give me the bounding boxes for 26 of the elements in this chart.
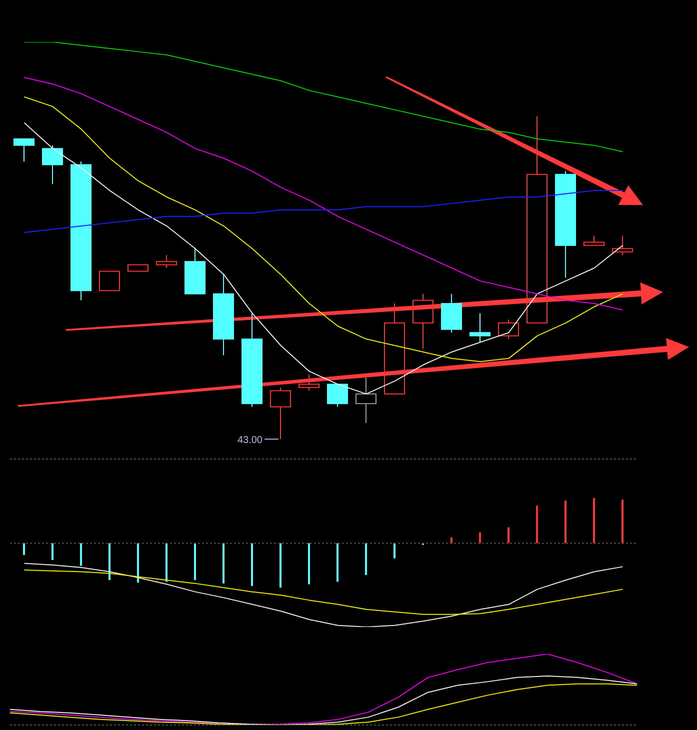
candlestick <box>412 293 434 350</box>
bar <box>194 543 196 580</box>
bar <box>280 543 282 588</box>
bar <box>222 543 224 584</box>
bar <box>166 543 168 582</box>
bar <box>564 500 566 544</box>
bar <box>336 543 338 582</box>
bar <box>508 527 510 544</box>
bar <box>137 543 139 583</box>
candlestick <box>242 312 262 408</box>
bar <box>479 532 481 544</box>
bar <box>365 543 367 576</box>
candlestick <box>213 274 234 356</box>
candlestick <box>356 377 376 424</box>
bar <box>593 498 595 544</box>
candlestick <box>555 170 576 278</box>
bar <box>80 543 82 566</box>
bar <box>251 543 253 586</box>
bar <box>622 500 624 544</box>
bar <box>394 543 396 558</box>
bar <box>108 543 110 580</box>
bar <box>536 506 538 544</box>
annotation: 43.00 <box>237 435 263 446</box>
bar <box>52 543 54 560</box>
bar <box>308 543 310 584</box>
bar <box>23 543 25 555</box>
